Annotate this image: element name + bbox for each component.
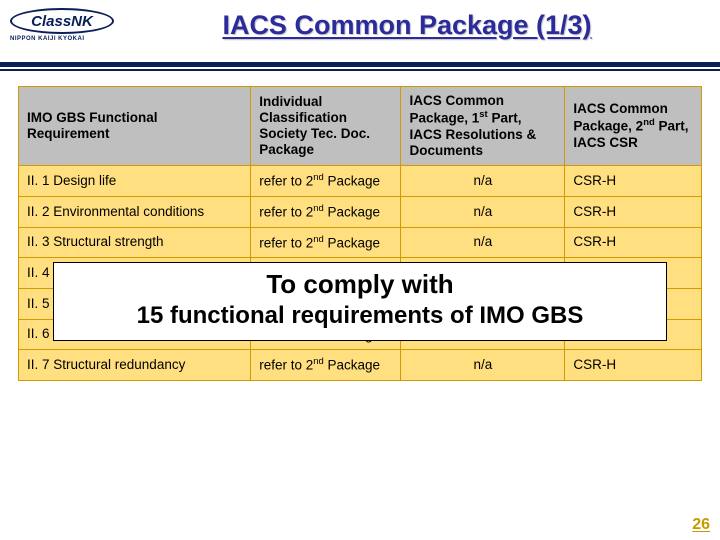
table-row: II. 2 Environmental conditionsrefer to 2…: [19, 196, 702, 227]
overlay-line2: 15 functional requirements of IMO GBS: [64, 302, 656, 330]
table-container: IMO GBS Functional Requirement Individua…: [0, 86, 720, 381]
cell-p2: CSR-H: [565, 166, 702, 197]
header: ClassNK NIPPON KAIJI KYOKAI IACS Common …: [0, 0, 720, 56]
cell-p2: CSR-H: [565, 196, 702, 227]
overlay-callout: To comply with 15 functional requirement…: [53, 262, 667, 341]
page-title: IACS Common Package (1/3): [114, 8, 700, 41]
col-header-ind: Individual Classification Society Tec. D…: [251, 87, 401, 166]
cell-p1: n/a: [401, 166, 565, 197]
col-header-p2: IACS Common Package, 2nd Part, IACS CSR: [565, 87, 702, 166]
cell-p2: CSR-H: [565, 227, 702, 258]
table-row: II. 7 Structural redundancyrefer to 2nd …: [19, 350, 702, 381]
cell-p2: CSR-H: [565, 350, 702, 381]
cell-p1: n/a: [401, 227, 565, 258]
cell-p1: n/a: [401, 196, 565, 227]
col-header-req: IMO GBS Functional Requirement: [19, 87, 251, 166]
page-number: 26: [692, 516, 710, 534]
table-row: II. 3 Structural strengthrefer to 2nd Pa…: [19, 227, 702, 258]
cell-req: II. 3 Structural strength: [19, 227, 251, 258]
logo-text: ClassNK: [10, 8, 114, 34]
cell-ind: refer to 2nd Package: [251, 196, 401, 227]
cell-req: II. 1 Design life: [19, 166, 251, 197]
logo-subtext: NIPPON KAIJI KYOKAI: [10, 36, 85, 42]
cell-req: II. 7 Structural redundancy: [19, 350, 251, 381]
cell-ind: refer to 2nd Package: [251, 166, 401, 197]
col-header-p1: IACS Common Package, 1st Part, IACS Reso…: [401, 87, 565, 166]
overlay-line1: To comply with: [64, 269, 656, 300]
table-header-row: IMO GBS Functional Requirement Individua…: [19, 87, 702, 166]
logo: ClassNK NIPPON KAIJI KYOKAI: [10, 8, 114, 42]
cell-req: II. 2 Environmental conditions: [19, 196, 251, 227]
cell-ind: refer to 2nd Package: [251, 227, 401, 258]
table-row: II. 1 Design liferefer to 2nd Packagen/a…: [19, 166, 702, 197]
cell-p1: n/a: [401, 350, 565, 381]
title-rule: [0, 62, 720, 72]
cell-ind: refer to 2nd Package: [251, 350, 401, 381]
